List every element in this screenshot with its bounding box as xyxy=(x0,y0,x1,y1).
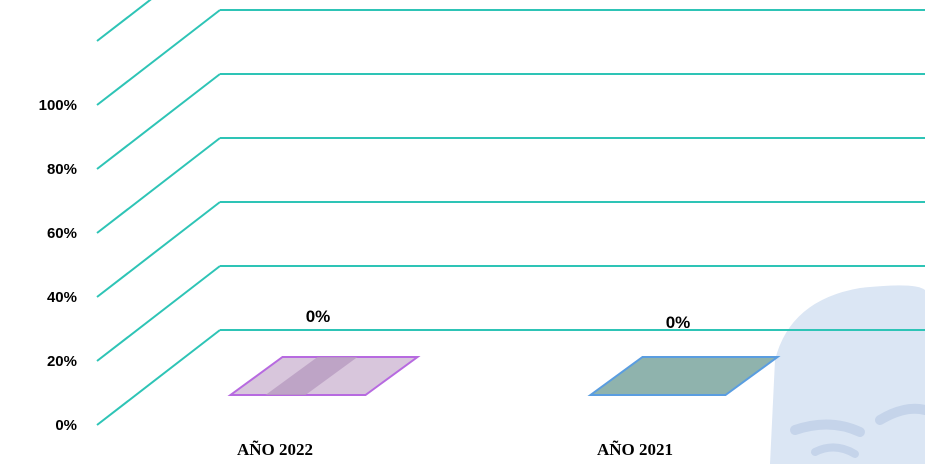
gridline-diagonal xyxy=(96,265,221,362)
data-label: 0% xyxy=(306,307,331,326)
y-tick-label: 20% xyxy=(47,353,77,370)
watermark-head-shape xyxy=(770,285,925,464)
gridline-diagonal xyxy=(96,0,152,42)
x-category-label: AÑO 2021 xyxy=(597,440,673,459)
gridline-diagonal xyxy=(96,9,221,106)
gridline-diagonal xyxy=(96,73,221,170)
watermark-portrait-graphic xyxy=(770,285,925,464)
watermark-brow-right xyxy=(875,403,925,425)
y-axis-ticks: 0% 20% 40% 60% 80% 100% xyxy=(39,97,77,434)
watermark-brow-left xyxy=(790,419,865,437)
y-tick-label: 80% xyxy=(47,161,77,178)
bars xyxy=(227,356,781,396)
data-labels: 0% 0% xyxy=(306,307,691,332)
bar-stripe xyxy=(265,357,358,395)
data-label: 0% xyxy=(666,313,691,332)
y-tick-label: 0% xyxy=(55,417,77,434)
gridline-diagonal xyxy=(96,329,221,426)
watermark-eye-left xyxy=(811,443,859,458)
gridline-diagonal xyxy=(96,201,221,298)
y-tick-label: 100% xyxy=(39,97,77,114)
gridline-diagonal xyxy=(96,137,221,234)
y-tick-label: 60% xyxy=(47,225,77,242)
x-category-label: AÑO 2022 xyxy=(237,440,313,459)
gridlines xyxy=(96,0,925,426)
x-axis-categories: AÑO 2022 AÑO 2021 xyxy=(237,440,673,459)
y-tick-label: 40% xyxy=(47,289,77,306)
bar-top-face xyxy=(587,356,781,396)
